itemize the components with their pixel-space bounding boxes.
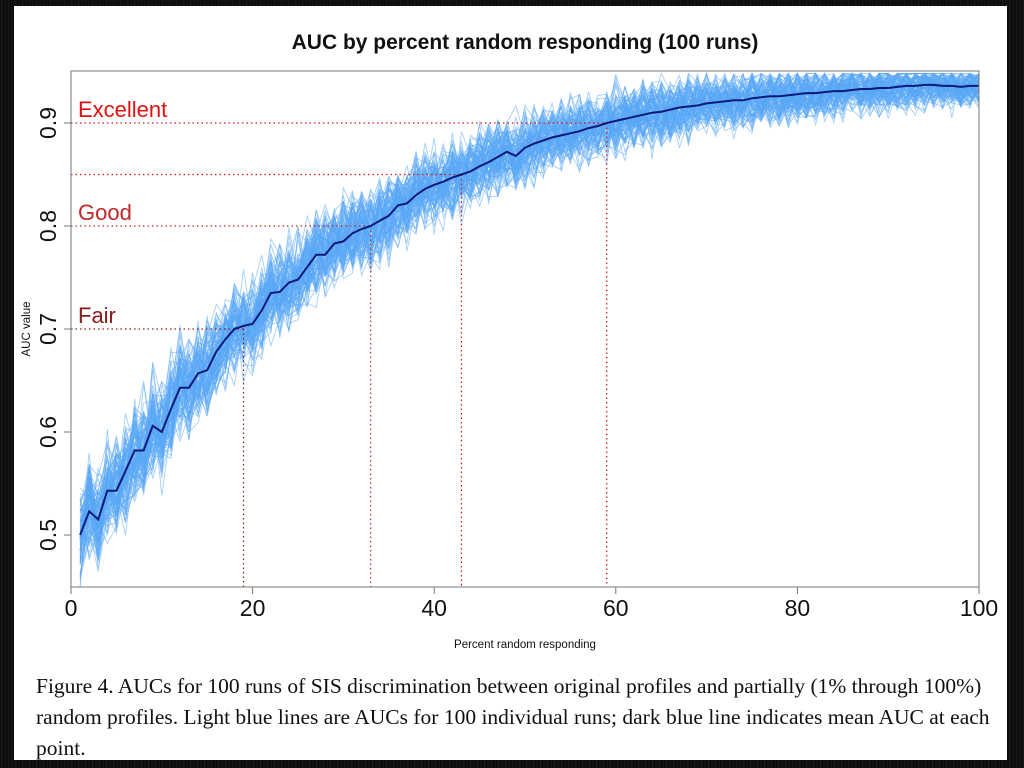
y-tick-label: 0.8 <box>35 210 61 242</box>
y-axis: 0.5 0.6 0.7 0.8 0.9 <box>35 107 71 551</box>
individual-runs <box>79 71 980 588</box>
x-tick-label: 40 <box>421 595 447 621</box>
zone-label: Fair <box>78 303 116 328</box>
run-line <box>79 72 980 555</box>
chart-title: AUC by percent random responding (100 ru… <box>292 31 759 54</box>
y-tick-label: 0.9 <box>35 107 61 139</box>
x-axis: 0 20 40 60 80 100 <box>65 587 998 621</box>
mean-auc-line <box>79 83 979 536</box>
slide-card: AUC by percent random responding (100 ru… <box>14 6 1007 760</box>
x-tick-label: 60 <box>603 595 629 621</box>
threshold-lines: Excellent Good Fair <box>71 97 608 587</box>
y-tick-label: 0.6 <box>35 416 61 448</box>
x-axis-label: Percent random responding <box>454 639 596 651</box>
y-tick-label: 0.5 <box>35 519 61 551</box>
zone-label: Good <box>78 200 132 225</box>
run-line <box>79 72 980 559</box>
y-tick-label: 0.7 <box>35 313 61 345</box>
run-line <box>80 72 980 522</box>
y-axis-label: AUC value <box>21 302 33 357</box>
figure-caption: Figure 4. AUCs for 100 runs of SIS discr… <box>36 674 990 760</box>
x-tick-label: 0 <box>65 595 78 621</box>
x-tick-label: 100 <box>960 595 998 621</box>
x-tick-label: 80 <box>785 595 811 621</box>
zone-label: Excellent <box>78 97 167 122</box>
x-tick-label: 20 <box>240 595 266 621</box>
